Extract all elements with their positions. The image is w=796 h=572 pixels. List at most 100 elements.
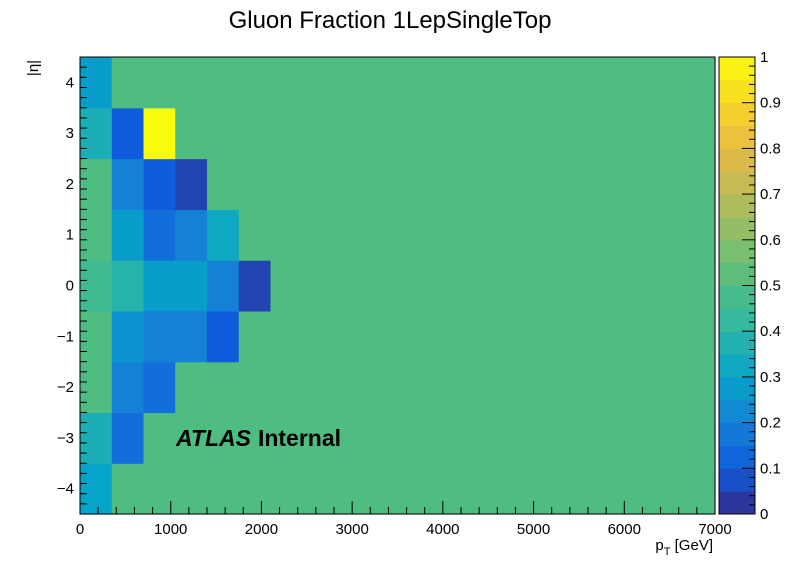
- heatmap-cell: [207, 158, 240, 210]
- x-tick-label: 3000: [335, 521, 368, 538]
- heatmap-cell: [80, 412, 113, 464]
- heatmap-cell: [111, 412, 145, 464]
- heatmap-cell: [238, 463, 272, 515]
- heatmap-cell: [207, 361, 240, 414]
- colorbar-segment: [719, 422, 755, 446]
- heatmap-cell: [270, 107, 716, 160]
- heatmap-cell: [80, 260, 113, 312]
- z-tick-label: 0.1: [760, 460, 781, 477]
- heatmap-cell: [80, 361, 113, 414]
- heatmap-cell: [175, 57, 208, 109]
- z-tick-label: 0.9: [760, 95, 781, 112]
- heatmap-cell: [238, 158, 272, 210]
- heatmap-cell: [207, 412, 240, 464]
- heatmap-cells: [80, 57, 716, 515]
- z-tick-label: 0.4: [760, 323, 781, 340]
- colorbar-segment: [719, 468, 755, 492]
- x-axis-title: pT [GeV]: [655, 537, 713, 558]
- x-axis-title-unit: [GeV]: [670, 537, 713, 554]
- heatmap-cell: [111, 57, 145, 109]
- heatmap-cell: [143, 361, 176, 414]
- colorbar-segment: [719, 285, 755, 309]
- z-tick-label: 0.5: [760, 278, 781, 295]
- heatmap-cell: [80, 107, 113, 160]
- heatmap-cell: [175, 310, 208, 363]
- heatmap-cell: [270, 209, 716, 261]
- y-tick-label: −3: [57, 430, 74, 447]
- plot-border: [79, 56, 716, 515]
- colorbar-segment: [719, 445, 755, 469]
- colorbar-segment: [719, 102, 755, 127]
- x-tick-label: 4000: [426, 521, 459, 538]
- heatmap-cell: [207, 107, 240, 160]
- y-tick-label: 2: [66, 176, 74, 193]
- heatmap-cell: [111, 260, 145, 312]
- colorbar-segment: [719, 262, 755, 286]
- heatmap-cell: [238, 209, 272, 261]
- z-tick-label: 0.6: [760, 232, 781, 249]
- heatmap-cell: [111, 209, 145, 261]
- z-tick-label: 0.3: [760, 369, 781, 386]
- heatmap-cell: [238, 260, 272, 312]
- heatmap-cell: [80, 57, 113, 109]
- colorbar-ticks: 0 0.1 0.2 0.3 0.4 0.5 0.6 0.7 0.8 0.9 1: [742, 49, 781, 523]
- y-axis-title: |η|: [25, 60, 42, 76]
- heatmap-cell: [270, 158, 716, 210]
- chart-title: Gluon Fraction 1LepSingleTop: [229, 7, 552, 34]
- heatmap-cell: [175, 107, 208, 160]
- internal-label: Internal: [258, 425, 341, 451]
- colorbar-segment: [719, 57, 755, 81]
- heatmap-cell: [238, 310, 272, 363]
- colorbar-segment: [719, 216, 755, 241]
- heatmap-cell: [143, 412, 176, 464]
- y-axis-ticks: −4 −3 −2 −1 0 1 2 3 4: [57, 56, 87, 515]
- z-tick-label: 0.8: [760, 140, 781, 157]
- heatmap-cell: [270, 361, 716, 414]
- heatmap-cell: [175, 412, 208, 464]
- heatmap-cell: [238, 412, 272, 464]
- colorbar-segment: [719, 376, 755, 401]
- heatmap-cell: [143, 158, 176, 210]
- heatmap-cell: [207, 209, 240, 261]
- x-tick-label: 0: [76, 521, 84, 538]
- heatmap-cell: [111, 158, 145, 210]
- colorbar-segment: [719, 194, 755, 218]
- x-tick-label: 2000: [245, 521, 278, 538]
- x-axis-ticks: 0 1000 2000 3000 4000 5000 6000 7000: [76, 501, 732, 538]
- heatmap-cell: [175, 361, 208, 414]
- y-tick-label: 4: [66, 74, 74, 91]
- heatmap-cell: [175, 209, 208, 261]
- heatmap-cell: [207, 57, 240, 109]
- heatmap-cell: [175, 158, 208, 210]
- heatmap-cell: [143, 310, 176, 363]
- heatmap-cell: [238, 57, 272, 109]
- colorbar-segment: [719, 171, 755, 195]
- colorbar-segment: [719, 79, 755, 104]
- z-tick-label: 1: [760, 49, 768, 66]
- heatmap-cell: [80, 158, 113, 210]
- colorbar-segment: [719, 354, 755, 378]
- heatmap-cell: [143, 107, 176, 160]
- y-tick-label: 1: [66, 227, 74, 244]
- heatmap-cell: [270, 57, 716, 109]
- heatmap-cell: [111, 107, 145, 160]
- y-tick-label: −1: [57, 328, 74, 345]
- x-tick-label: 6000: [608, 521, 641, 538]
- heatmap-cell: [80, 209, 113, 261]
- colorbar-segment: [719, 239, 755, 264]
- colorbar-segment: [719, 308, 755, 332]
- x-axis-title-base: p: [655, 537, 663, 554]
- colorbar-segment: [719, 125, 755, 149]
- heatmap-cell: [270, 310, 716, 363]
- x-tick-label: 7000: [698, 521, 731, 538]
- heatmap-cell: [143, 260, 176, 312]
- heatmap-cell: [111, 463, 145, 515]
- heatmap-cell: [207, 260, 240, 312]
- heatmap-cell: [270, 260, 716, 312]
- z-tick-label: 0: [760, 506, 768, 523]
- heatmap-cell: [175, 260, 208, 312]
- heatmap-cell: [80, 310, 113, 363]
- heatmap-cell: [111, 361, 145, 414]
